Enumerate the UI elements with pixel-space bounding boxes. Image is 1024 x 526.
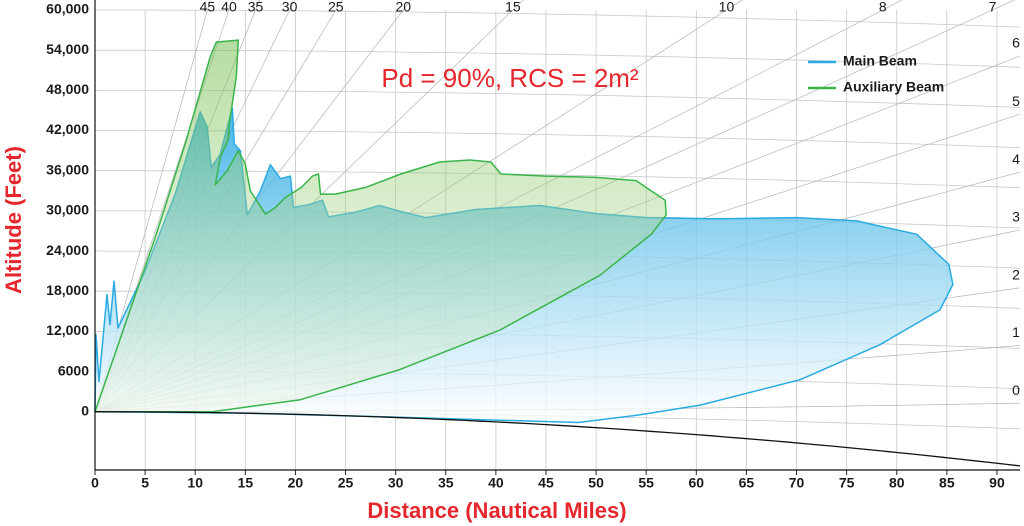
earth-curve bbox=[94, 411, 1021, 467]
y-tick-label: 30,000 bbox=[46, 202, 89, 218]
grid-line bbox=[95, 89, 1021, 108]
elevation-label: 0 bbox=[1012, 382, 1020, 398]
annotation: Pd = 90%, RCS = 2m² bbox=[381, 63, 639, 93]
elevation-label: 6 bbox=[1012, 35, 1020, 51]
elevation-label: 20 bbox=[395, 0, 411, 15]
x-tick-label: 10 bbox=[187, 475, 203, 491]
beams bbox=[94, 39, 954, 424]
elevation-line bbox=[95, 0, 343, 412]
x-tick-label: 75 bbox=[839, 475, 855, 491]
legend-label: Main Beam bbox=[843, 53, 917, 69]
y-tick-label: 0 bbox=[81, 402, 89, 418]
y-tick-label: 18,000 bbox=[46, 282, 89, 298]
foreground: 0 5 10 15 20 25 30 35 40 45 50 55 60 65 70 75 80 85 900600… bbox=[46, 0, 1020, 491]
x-tick-label: 70 bbox=[789, 475, 805, 491]
x-tick-label: 0 bbox=[91, 475, 99, 491]
y-tick-label: 54,000 bbox=[46, 41, 89, 57]
y-axis-title: Altitude (Feet) bbox=[1, 146, 26, 294]
grid-line bbox=[95, 170, 1021, 189]
x-tick-label: 45 bbox=[538, 475, 554, 491]
elevation-label: 40 bbox=[221, 0, 237, 15]
x-tick-label: 40 bbox=[488, 475, 504, 491]
x-tick-label: 15 bbox=[238, 475, 254, 491]
y-tick-label: 48,000 bbox=[46, 81, 89, 97]
elevation-label: 5 bbox=[1012, 93, 1020, 109]
x-tick-label: 35 bbox=[438, 475, 454, 491]
y-tick-label: 12,000 bbox=[46, 322, 89, 338]
x-tick-label: 90 bbox=[989, 475, 1005, 491]
elevation-label: 8 bbox=[879, 0, 887, 15]
elevation-label: 15 bbox=[505, 0, 521, 15]
x-tick-label: 80 bbox=[889, 475, 905, 491]
y-tick-label: 36,000 bbox=[46, 161, 89, 177]
x-tick-label: 5 bbox=[141, 475, 149, 491]
x-tick-label: 55 bbox=[638, 475, 654, 491]
y-tick-label: 24,000 bbox=[46, 242, 89, 258]
y-tick-label: 42,000 bbox=[46, 121, 89, 137]
elevation-label: 3 bbox=[1012, 209, 1020, 225]
elevation-label: 25 bbox=[328, 0, 344, 15]
grid-line bbox=[95, 9, 1021, 28]
legend-label: Auxiliary Beam bbox=[843, 79, 944, 95]
elevation-label: 2 bbox=[1012, 266, 1020, 282]
elevation-line bbox=[95, 0, 260, 412]
x-axis-title: Distance (Nautical Miles) bbox=[367, 498, 626, 523]
elevation-label: 10 bbox=[719, 0, 735, 15]
grid-line bbox=[95, 49, 1021, 68]
elevation-label: 4 bbox=[1012, 151, 1020, 167]
x-tick-label: 60 bbox=[689, 475, 705, 491]
beam-area bbox=[94, 39, 667, 413]
elevation-label: 45 bbox=[200, 0, 216, 15]
elevation-line bbox=[95, 0, 295, 412]
grid-line bbox=[95, 130, 1021, 148]
x-tick-label: 65 bbox=[739, 475, 755, 491]
x-tick-label: 20 bbox=[288, 475, 304, 491]
elevation-label: 30 bbox=[282, 0, 298, 15]
y-tick-label: 6000 bbox=[58, 362, 89, 378]
elevation-label: 1 bbox=[1012, 324, 1020, 340]
x-tick-label: 85 bbox=[939, 475, 955, 491]
elevation-label: 35 bbox=[248, 0, 264, 15]
elevation-label: 7 bbox=[989, 0, 997, 15]
x-tick-label: 25 bbox=[338, 475, 354, 491]
x-tick-label: 50 bbox=[588, 475, 604, 491]
x-tick-label: 30 bbox=[388, 475, 404, 491]
y-tick-label: 60,000 bbox=[46, 1, 89, 17]
